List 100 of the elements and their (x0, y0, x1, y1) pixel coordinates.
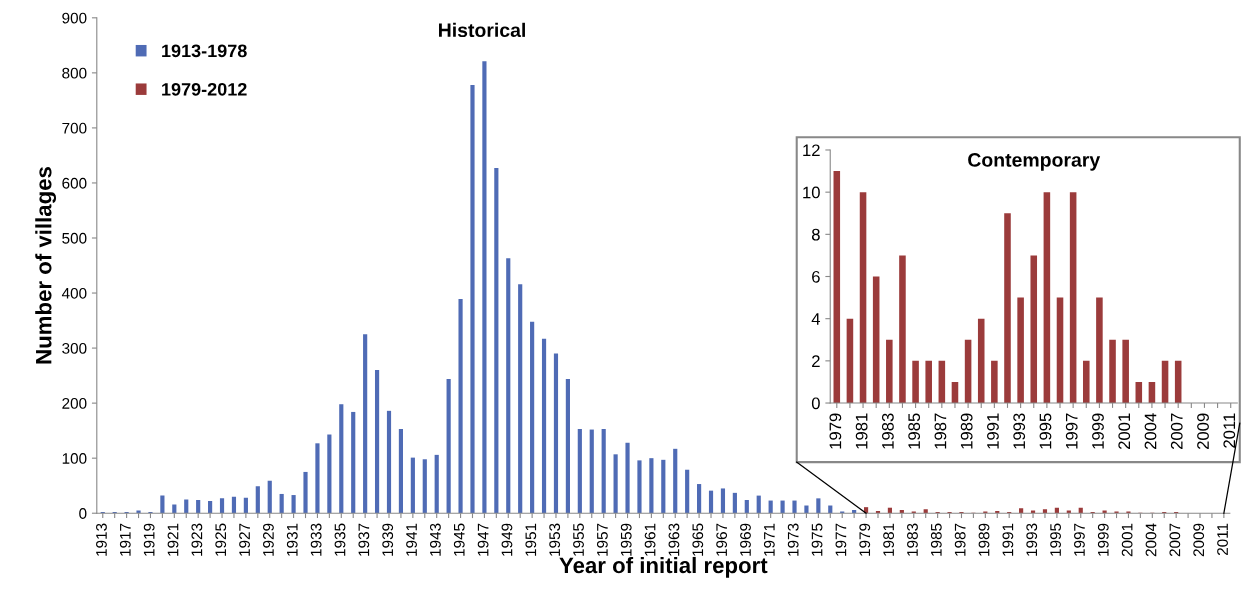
x-tick-label: 1991 (1002, 523, 1014, 556)
bar (184, 499, 189, 514)
bar (923, 509, 928, 514)
y-tick-label: 12 (803, 144, 820, 157)
bar (697, 484, 702, 514)
x-tick-label: 1935 (334, 523, 346, 556)
y-tick-label: 4 (811, 313, 821, 325)
bar (833, 171, 841, 404)
bar (303, 471, 308, 514)
x-tick-label: 1955 (573, 523, 584, 556)
bar (899, 255, 906, 404)
bar (577, 429, 582, 514)
x-tick-label: 1981 (855, 413, 868, 449)
bar (506, 258, 511, 514)
bar (494, 168, 499, 514)
bar (386, 410, 392, 514)
x-tick-label: 1923 (191, 523, 203, 556)
y-tick-label: 400 (61, 287, 87, 299)
x-tick-label: 1961 (644, 523, 656, 556)
x-tick-label: 1981 (883, 523, 895, 556)
x-tick-label: 2011 (1217, 523, 1228, 556)
bar (1030, 255, 1038, 404)
x-tick-label: 1947 (477, 523, 489, 556)
x-tick-label: 2004 (1145, 523, 1157, 557)
x-tick-label: 1977 (835, 523, 847, 556)
x-tick-label: 1989 (960, 413, 973, 449)
y-tick-label: 700 (62, 122, 87, 134)
x-tick-label: 1917 (119, 523, 131, 556)
bar (977, 318, 985, 404)
bar (1004, 213, 1011, 404)
x-tick-label: 1927 (239, 523, 250, 556)
bar (219, 498, 225, 514)
bar (351, 411, 356, 514)
bar (243, 497, 248, 514)
bar (208, 501, 213, 514)
x-tick-label: 1983 (881, 413, 894, 449)
bar (363, 334, 368, 514)
x-tick-label: 1995 (1039, 413, 1052, 449)
bar (872, 276, 880, 404)
x-tick-label: 2004 (1144, 413, 1157, 449)
x-tick-label: 1983 (907, 523, 918, 556)
bar (846, 318, 854, 404)
bar (1042, 509, 1048, 514)
bar (160, 495, 165, 514)
bar (964, 339, 972, 404)
x-tick-label: 1987 (934, 413, 947, 449)
bar (482, 61, 487, 514)
bar (172, 504, 177, 514)
bar (649, 458, 654, 514)
bar (327, 434, 332, 514)
y-tick-label: 800 (62, 67, 87, 79)
x-tick-label: 1939 (382, 523, 394, 556)
x-tick-label: 2007 (1170, 413, 1183, 449)
y-tick-label: 600 (62, 177, 87, 189)
bar (541, 338, 547, 514)
bar (1122, 339, 1129, 404)
x-tick-label: 1963 (668, 523, 680, 556)
x-axis-title: Year of initial report (559, 556, 768, 578)
x-tick-label: 2001 (1118, 413, 1131, 449)
y-tick-label: 2 (812, 355, 820, 367)
bar (136, 510, 141, 514)
y-tick-label: 6 (812, 270, 820, 283)
x-tick-label: 1993 (1013, 413, 1026, 449)
legend-label: 1913-1978 (162, 44, 247, 58)
bar (196, 500, 201, 514)
chart-title: Contemporary (968, 153, 1101, 171)
y-tick-label: 200 (62, 398, 87, 409)
bar (398, 429, 404, 514)
bar (1017, 297, 1024, 404)
bar (530, 321, 535, 514)
x-tick-label: 1943 (429, 523, 441, 556)
bar (1019, 508, 1024, 514)
bar (744, 500, 749, 514)
bar (720, 488, 726, 514)
bar (1096, 297, 1103, 404)
bar (756, 495, 761, 514)
x-tick-label: 1999 (1092, 413, 1104, 449)
bar (553, 353, 559, 514)
bar (458, 299, 463, 514)
x-tick-label: 1993 (1026, 523, 1038, 556)
bar (780, 500, 785, 514)
bar (859, 192, 867, 404)
bar (589, 429, 594, 514)
x-tick-label: 1949 (501, 523, 513, 556)
bar (1082, 360, 1090, 404)
bar (816, 498, 821, 514)
x-tick-label: 1989 (978, 523, 990, 556)
bar (673, 448, 678, 514)
y-tick-label: 300 (62, 342, 87, 354)
bar (613, 454, 618, 514)
x-tick-label: 1957 (596, 523, 608, 556)
x-tick-label: 1967 (716, 523, 728, 556)
x-tick-label: 1995 (1050, 523, 1061, 556)
x-tick-label: 1997 (1065, 413, 1078, 449)
y-axis-title: Number of villages (35, 167, 57, 364)
x-tick-label: 1941 (406, 523, 417, 556)
x-tick-label: 1925 (215, 523, 227, 556)
y-tick-label: 8 (811, 228, 820, 241)
bar (315, 443, 320, 514)
bar (231, 496, 237, 514)
